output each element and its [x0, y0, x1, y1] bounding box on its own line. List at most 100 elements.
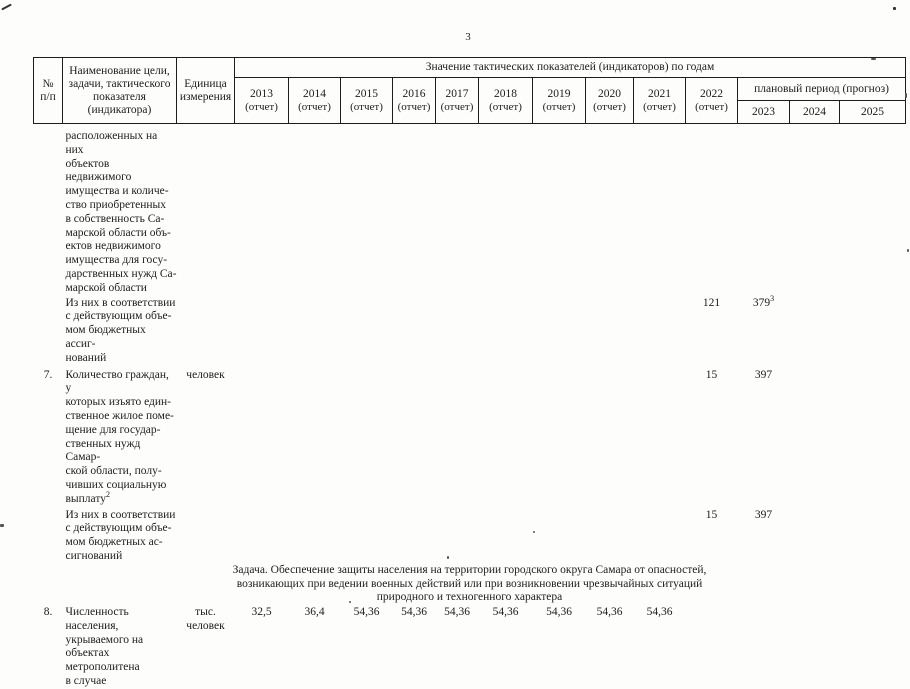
row-name: расположенных на них объектов недвижимог…	[63, 124, 177, 296]
indicator-text: Численность населения, укрываемого на об…	[65, 606, 144, 688]
value: 379	[752, 296, 771, 309]
cell-2016	[393, 366, 436, 507]
header-year-2022: 2022 (отчет)	[685, 77, 738, 124]
cell-2022	[686, 124, 738, 296]
cell-2025	[840, 507, 906, 564]
row-num: 7.	[43, 368, 53, 381]
cell-2025	[840, 296, 906, 366]
scan-artifact	[533, 531, 535, 533]
table-row-task: Задача. Обеспечение защиты населения на …	[34, 564, 906, 605]
cell-2020	[586, 366, 634, 507]
cell-2019	[533, 507, 586, 564]
scan-artifact	[349, 601, 351, 603]
year-note: (отчет)	[593, 100, 626, 113]
cell-2016	[393, 507, 436, 564]
year-note: (отчет)	[489, 100, 522, 113]
scan-artifact	[1, 3, 12, 11]
year-label: 2022	[700, 87, 723, 100]
indicator-text: Количество граждан, у которых изъято еди…	[65, 368, 174, 505]
cell-2025	[840, 366, 906, 507]
header-plan-title: плановый период (прогноз)	[736, 77, 907, 101]
cell-2024	[790, 605, 840, 689]
row-num: 8.	[43, 606, 53, 619]
year-label: 2014	[303, 87, 326, 100]
cell-2024	[790, 124, 840, 296]
row-unit: тыс. человек	[186, 606, 225, 632]
cell-2017	[436, 124, 479, 296]
cell-2013	[235, 366, 289, 507]
cell-2013	[235, 124, 289, 296]
cell-2017: 54,36	[444, 606, 470, 619]
cell-2021	[634, 124, 686, 296]
year-note: (отчет)	[298, 100, 331, 113]
cell-2017	[436, 296, 479, 366]
cell-2023: 397	[754, 368, 773, 381]
cell-2017	[436, 366, 479, 507]
cell-2018	[479, 366, 533, 507]
header-year-2014: 2014 (отчет)	[288, 77, 341, 124]
scan-artifact	[0, 524, 4, 527]
cell-2025	[840, 605, 906, 689]
scan-artifact	[447, 556, 449, 559]
header-year-2020: 2020 (отчет)	[585, 77, 634, 124]
row-unit: человек	[186, 368, 225, 381]
cell-2025	[840, 124, 906, 296]
footnote-marker: 2	[105, 489, 110, 499]
cell-2015: 54,36	[353, 606, 380, 619]
cell-2020	[586, 507, 634, 564]
row-num	[34, 507, 63, 564]
cell-2022: 15	[705, 508, 718, 521]
cell-2023	[738, 605, 790, 689]
cell-2015	[341, 366, 393, 507]
cell-2021	[634, 296, 686, 366]
cell-2013	[235, 507, 289, 564]
row-name: Из них в соответствии с действующим объе…	[63, 296, 177, 366]
indicators-table: № п/п Наименование цели, задачи, тактиче…	[33, 57, 907, 689]
row-unit	[177, 507, 235, 564]
year-note: (отчет)	[350, 100, 383, 113]
header-cell-unit: Единица измерения	[176, 57, 235, 124]
header-year-2025: 2025	[838, 100, 907, 124]
year-label: 2017	[445, 87, 469, 100]
year-note: (отчет)	[643, 100, 676, 113]
row-name: Количество граждан, у которых изъято еди…	[63, 366, 177, 507]
scan-artifact	[871, 58, 876, 60]
cell-2016	[393, 296, 436, 366]
header-year-2016: 2016 (отчет)	[392, 77, 436, 124]
cell-2014	[289, 124, 341, 296]
row-num	[34, 296, 63, 366]
cell-2023	[738, 124, 790, 296]
table-row-7: 7. Количество граждан, у которых изъято …	[34, 366, 906, 507]
header-year-2023: 2023	[737, 100, 790, 124]
cell-2020	[586, 296, 634, 366]
cell-2014	[289, 366, 341, 507]
cell-2019	[533, 124, 586, 296]
cell-2021	[634, 366, 686, 507]
cell-2015	[341, 507, 393, 564]
year-label: 2015	[355, 87, 378, 100]
year-label: 2018	[494, 87, 517, 100]
cell-2016: 54,36	[401, 606, 427, 619]
cell-2014	[289, 507, 341, 564]
cell-2013	[235, 296, 289, 366]
indicator-text: Из них в соответствии с действующим объе…	[65, 296, 176, 364]
cell-2018: 54,36	[492, 606, 519, 619]
table-row-iznih-2: Из них в соответствии с действующим объе…	[34, 507, 906, 564]
row-unit	[177, 124, 235, 296]
header-year-2017: 2017 (отчет)	[435, 77, 479, 124]
cell-2015	[341, 124, 393, 296]
scan-artifact	[907, 249, 909, 252]
year-note: (отчет)	[695, 100, 728, 113]
cell-2023: 397	[754, 508, 773, 521]
scan-artifact	[905, 93, 907, 98]
year-note: (отчет)	[245, 100, 278, 113]
task-text: Задача. Обеспечение защиты населения на …	[232, 563, 707, 604]
row-unit	[177, 296, 235, 366]
cell-2018	[479, 296, 533, 366]
cell-2018	[479, 507, 533, 564]
year-label: 2016	[402, 87, 426, 100]
cell-2022: 15	[705, 368, 718, 381]
cell-2024	[790, 366, 840, 507]
cell-2024	[790, 507, 840, 564]
cell-2022: 121	[702, 296, 721, 309]
